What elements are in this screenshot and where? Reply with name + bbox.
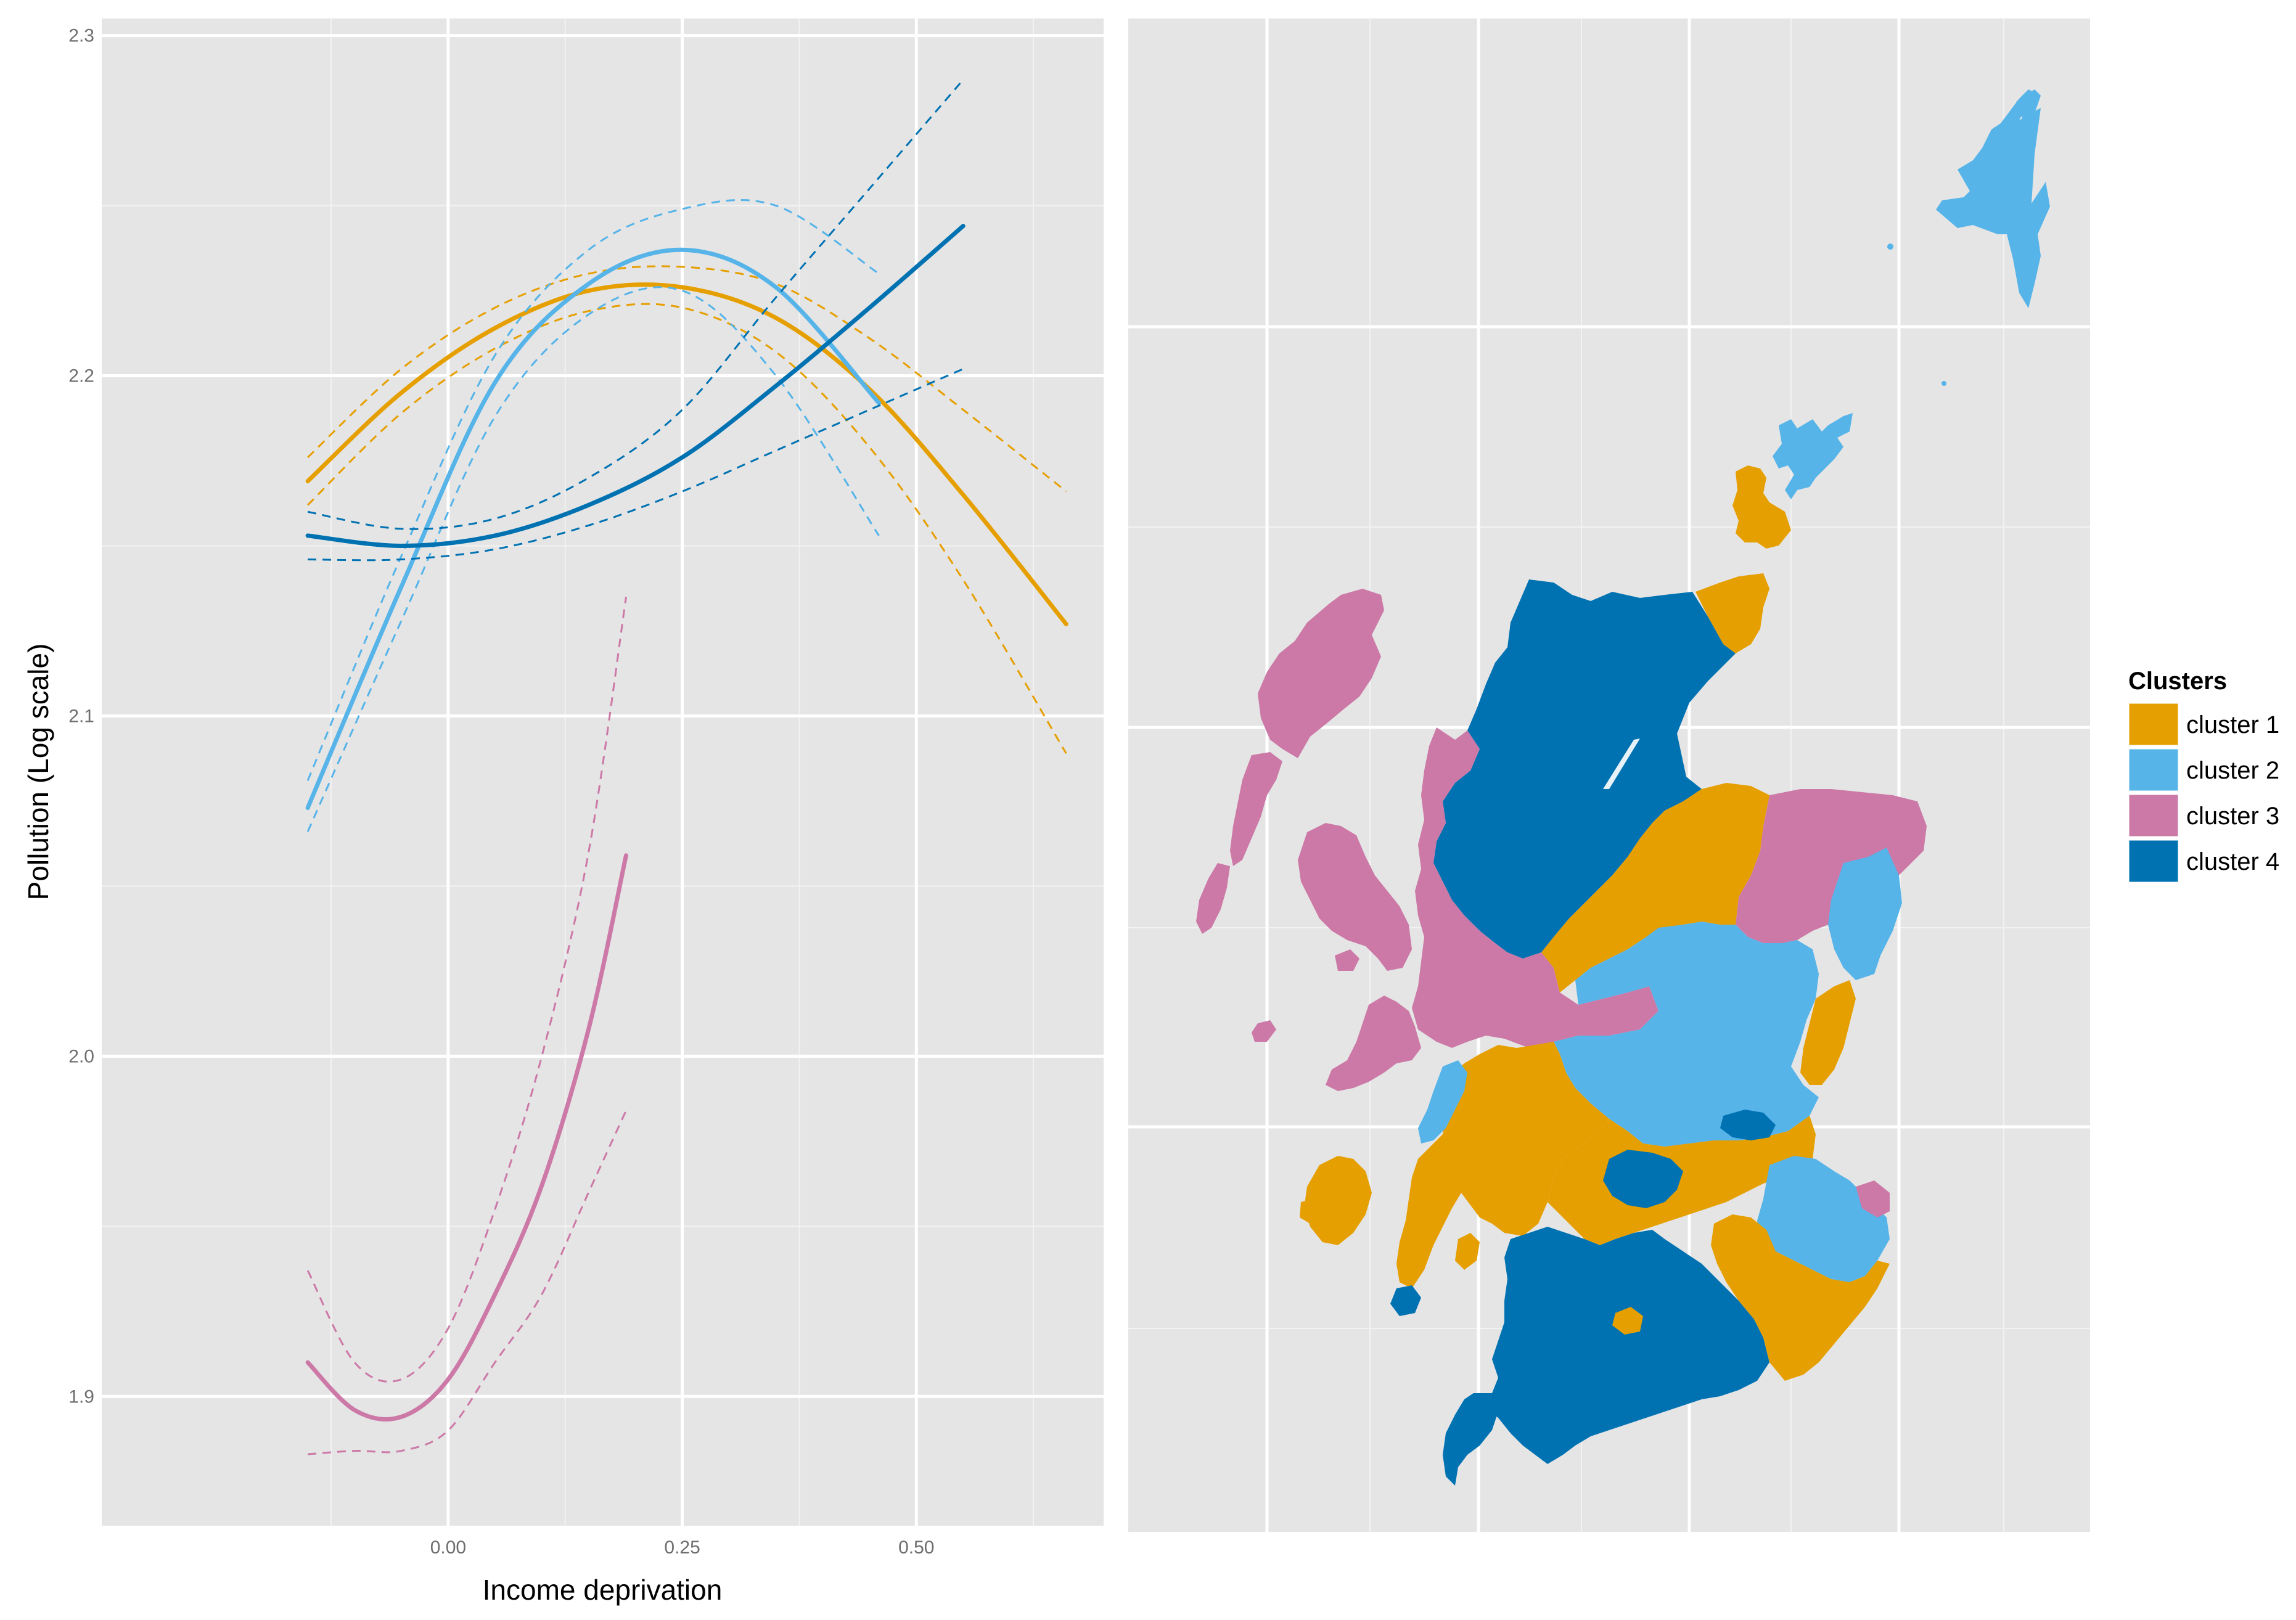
map-region-kintyre	[1304, 1156, 1372, 1245]
series-cluster-2-lower-band	[306, 286, 880, 832]
map-region-south-east	[1711, 1214, 1890, 1381]
legend-title: Clusters	[2128, 668, 2227, 695]
map-region-west-central	[1418, 1060, 1467, 1143]
map-region-perthshire	[1554, 922, 1819, 1147]
legend-label: cluster 1	[2186, 711, 2279, 738]
legend-label: cluster 2	[2186, 757, 2279, 784]
series-cluster-1-upper-band	[307, 265, 1067, 493]
legend-items: cluster 1 cluster 2 cluster 3 cluster 4	[2127, 702, 2279, 884]
map-region-moray	[1541, 783, 1769, 992]
map-region-lanark	[1603, 1150, 1683, 1208]
map-region-skye	[1298, 823, 1412, 971]
y-tick-label: 2.1	[68, 706, 94, 726]
y-tick-label: 2.3	[68, 26, 94, 46]
map-region-rum	[1335, 949, 1359, 971]
map-region-central-belt	[1548, 1116, 1816, 1245]
map-region-bute	[1390, 1285, 1421, 1316]
series-cluster-3-upper-band	[306, 597, 627, 1383]
line-chart: 1.9 2.0 2.1 2.2 2.3 0.00 0.25 0.50 Income depr…	[22, 18, 1104, 1606]
line-chart-background	[102, 18, 1104, 1526]
map-region-dumfries-orange	[1612, 1307, 1643, 1335]
map-region-outer-hebrides	[1258, 589, 1384, 758]
series-cluster-2-line	[305, 247, 882, 810]
series-cluster-2-upper-band	[306, 198, 880, 781]
series-cluster-4-upper-band	[307, 79, 964, 530]
series-cluster-3-lower-band	[308, 1110, 627, 1455]
map-region-coll	[1252, 1020, 1276, 1042]
series-cluster-4-lower-band	[308, 368, 964, 562]
map-island-dot	[1941, 381, 1946, 386]
x-tick-labels: 0.00 0.25 0.50	[430, 1537, 935, 1558]
map-region-angus	[1800, 980, 1856, 1085]
map-region-shetland	[1936, 89, 2050, 308]
map-region-arran	[1455, 1233, 1480, 1270]
series-cluster-2	[305, 198, 882, 832]
map-region-galloway	[1443, 1393, 1498, 1486]
map-region-east-lothian	[1856, 1180, 1890, 1217]
map-panel	[1128, 18, 2090, 1532]
map-region-dumfries	[1486, 1227, 1769, 1464]
map-region-aberdeen	[1828, 848, 1902, 980]
series-cluster-1	[305, 265, 1068, 754]
map-region-highland	[1433, 579, 1736, 959]
line-chart-series	[305, 79, 1068, 1455]
map-region-loch-ness	[1603, 738, 1640, 789]
series-cluster-1-line	[305, 282, 1068, 626]
map-region-fife-blue	[1720, 1110, 1776, 1140]
legend-swatch	[2127, 702, 2180, 747]
map-region-harris	[1230, 752, 1282, 866]
series-cluster-3	[305, 597, 628, 1455]
map-region-uist	[1196, 863, 1230, 934]
y-axis-title: Pollution (Log scale)	[22, 644, 54, 901]
map-region-west-highland	[1412, 727, 1658, 1048]
y-tick-label: 2.2	[68, 366, 94, 387]
y-tick-labels: 1.9 2.0 2.1 2.2 2.3	[68, 26, 94, 1407]
map-island-dot	[1887, 243, 1893, 250]
x-tick-label: 0.00	[430, 1537, 466, 1558]
legend-label: cluster 4	[2186, 848, 2279, 875]
map-region-shetland-north	[2016, 89, 2041, 126]
y-tick-label: 1.9	[68, 1386, 94, 1407]
x-tick-label: 0.25	[664, 1537, 700, 1558]
map-region-orkney-mainland	[1732, 465, 1791, 549]
x-tick-label: 0.50	[898, 1537, 934, 1558]
map-region-aberdeenshire	[1736, 789, 1927, 943]
legend-swatch	[2127, 838, 2180, 884]
x-axis-title: Income deprivation	[483, 1574, 723, 1606]
legend-swatch	[2127, 793, 2180, 838]
scotland-map	[1196, 89, 2050, 1486]
legend-swatch	[2127, 747, 2180, 793]
series-cluster-4-line	[305, 224, 966, 548]
map-region-orkney	[1773, 413, 1853, 499]
map-region-mull	[1326, 996, 1421, 1091]
series-cluster-4	[305, 79, 966, 562]
map-region-islay	[1300, 1199, 1319, 1224]
series-cluster-3-line	[305, 853, 628, 1422]
map-region-caithness	[1695, 573, 1769, 653]
series-cluster-1-lower-band	[307, 303, 1067, 754]
y-tick-label: 2.0	[68, 1046, 94, 1066]
legend-label: cluster 3	[2186, 803, 2279, 830]
